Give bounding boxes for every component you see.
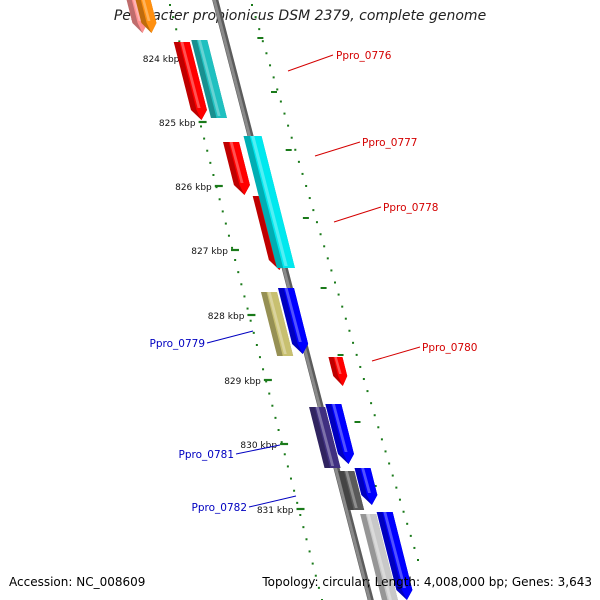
gene-leader-line [314, 141, 361, 157]
gene-label: Ppro_0782 [192, 502, 247, 514]
gene-leader-line [287, 54, 334, 72]
gene-olive-0779 [260, 292, 294, 356]
map-title: Pelobacter propionicus DSM 2379, complet… [113, 8, 487, 24]
gene-cyan-0778 [243, 136, 295, 268]
gene-red-0775 [173, 42, 207, 120]
gene-blue-0782b [354, 468, 378, 505]
scale-tick-label: 831 kbp [257, 506, 294, 516]
scale-tick-label: 827 kbp [191, 247, 228, 257]
gene-leader-line [248, 495, 297, 508]
gene-label: Ppro_0777 [362, 137, 417, 149]
scale-tick-label: 825 kbp [159, 119, 196, 129]
scale-tick-label: 824 kbp [143, 55, 180, 65]
gene-blue-0779b [277, 288, 309, 354]
gene-leader-line [333, 206, 382, 223]
scale-tick-label: 828 kbp [208, 312, 245, 322]
scale-tick-label: 829 kbp [224, 377, 261, 387]
gene-leader-line [206, 330, 254, 344]
gene-label: Ppro_0776 [336, 50, 392, 62]
gene-leader-line [235, 444, 281, 455]
gene-label: Ppro_0781 [179, 449, 234, 461]
gene-blue-0781b [325, 404, 354, 464]
gene-lightgray [360, 514, 398, 600]
gene-leader-line [371, 346, 421, 362]
scale-tick-label: 826 kbp [175, 183, 212, 193]
gene-red-0780 [328, 357, 348, 386]
accession-text: Accession: NC_008609 [9, 575, 146, 589]
gene-gray-0782 [338, 471, 365, 510]
gene-label: Ppro_0778 [383, 202, 438, 214]
gene-teal-0776 [191, 40, 227, 118]
gene-label: Ppro_0780 [422, 342, 477, 354]
scale-tick-label: 830 kbp [240, 441, 277, 451]
genome-summary-text: Topology: circular; Length: 4,008,000 bp… [262, 575, 592, 589]
gene-red-0777 [223, 142, 250, 195]
gene-blue-bottom [376, 512, 413, 600]
gene-label: Ppro_0779 [150, 338, 205, 350]
gene-slate-0781 [309, 407, 341, 468]
outer-dotted-line [251, 4, 419, 561]
gene-orange [135, 0, 157, 33]
